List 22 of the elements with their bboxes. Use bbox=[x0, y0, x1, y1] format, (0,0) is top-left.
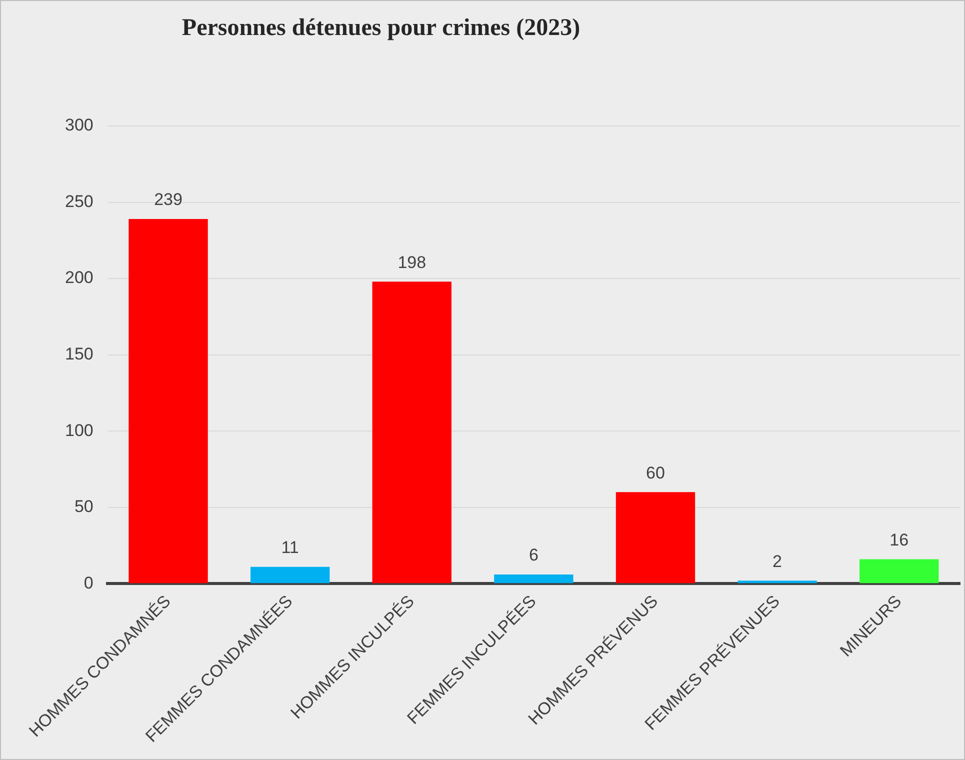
bar bbox=[494, 574, 574, 584]
y-tick-label: 150 bbox=[64, 344, 94, 364]
bar bbox=[860, 559, 939, 584]
bar bbox=[616, 492, 696, 584]
data-label: 2 bbox=[772, 552, 782, 571]
bar bbox=[128, 219, 208, 584]
y-tick-label: 250 bbox=[64, 192, 94, 211]
data-label: 60 bbox=[646, 463, 665, 482]
chart-title: Personnes détenues pour crimes (2023) bbox=[180, 15, 582, 42]
bar bbox=[372, 282, 452, 584]
y-tick-label: 0 bbox=[84, 573, 94, 592]
bar bbox=[250, 566, 330, 584]
bar bbox=[738, 580, 817, 584]
data-label: 11 bbox=[281, 538, 299, 558]
y-tick-label: 50 bbox=[74, 497, 94, 516]
data-label: 6 bbox=[528, 546, 538, 565]
y-tick-label: 100 bbox=[64, 420, 94, 440]
y-tick-label: 200 bbox=[64, 268, 94, 288]
data-label: 198 bbox=[398, 252, 426, 272]
data-label: 239 bbox=[154, 190, 182, 210]
data-label: 16 bbox=[890, 530, 909, 550]
y-tick-label: 300 bbox=[64, 116, 94, 135]
